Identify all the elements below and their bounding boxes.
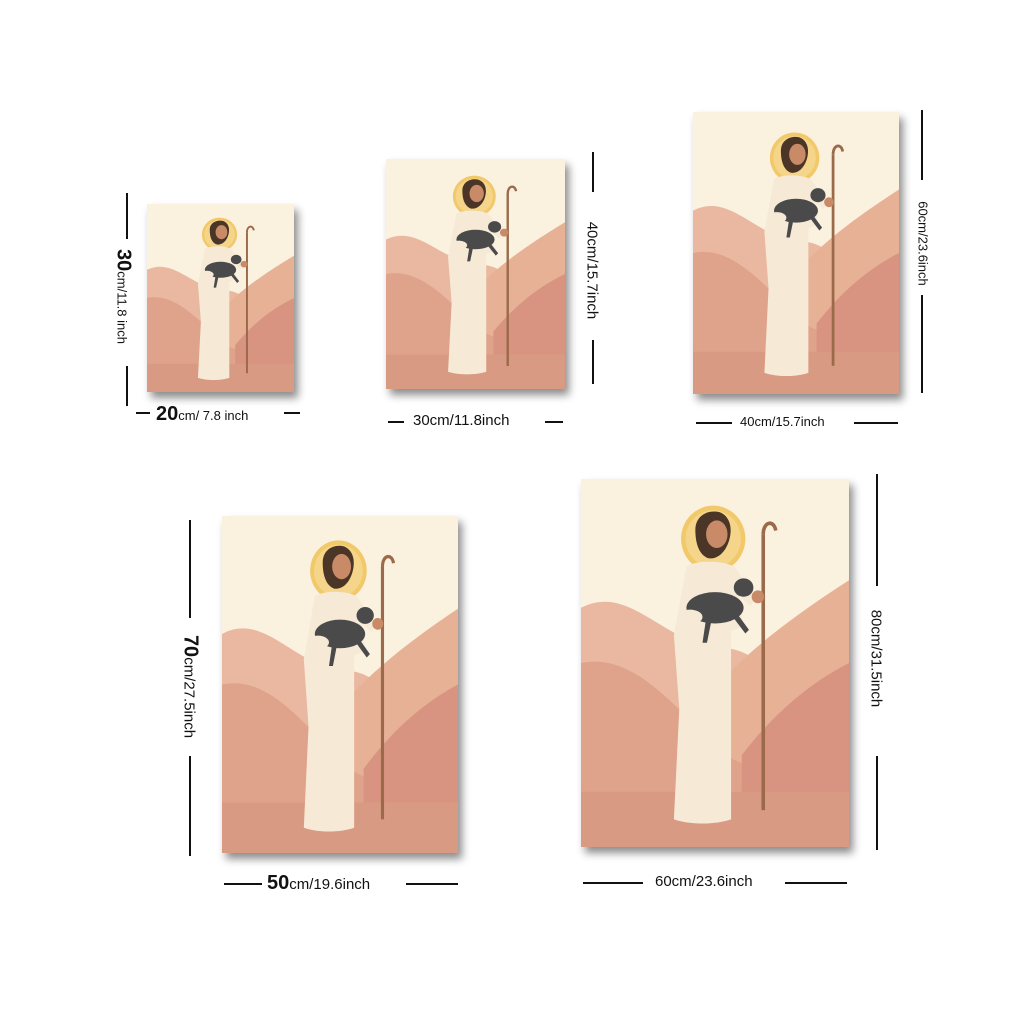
- height-label-20x30: 30cm/11.8 inch: [112, 249, 135, 344]
- height-label-50x70: 70cm/27.5inch: [179, 634, 202, 739]
- width-label-60x80: 60cm/23.6inch: [655, 873, 753, 890]
- height-line-top-40x60: [921, 110, 923, 180]
- width-label-40x60: 40cm/15.7inch: [740, 414, 825, 429]
- width-label-20x30: 20cm/ 7.8 inch: [156, 403, 249, 425]
- height-line-bottom-20x30: [126, 366, 128, 406]
- height-line-bottom-40x60: [921, 295, 923, 393]
- height-label-40x60: 60cm/23.6inch: [915, 201, 931, 286]
- height-line-top-30x40: [592, 152, 594, 192]
- shepherd-artwork: [693, 112, 899, 394]
- shepherd-artwork: [222, 516, 458, 853]
- canvas-print-20x30: [147, 204, 294, 392]
- shepherd-artwork: [386, 159, 565, 389]
- canvas-print-40x60: [693, 112, 899, 394]
- width-line-right-30x40: [545, 421, 563, 423]
- width-line-right-40x60: [854, 422, 898, 424]
- height-line-bottom-50x70: [189, 756, 191, 856]
- width-label-30x40: 30cm/11.8inch: [413, 412, 510, 429]
- height-line-top-60x80: [876, 474, 878, 586]
- width-line-left-40x60: [696, 422, 732, 424]
- shepherd-artwork: [147, 204, 294, 392]
- height-line-top-50x70: [189, 520, 191, 618]
- canvas-print-50x70: [222, 516, 458, 853]
- height-label-60x80: 80cm/31.5inch: [867, 609, 885, 708]
- shepherd-artwork: [581, 479, 849, 847]
- width-line-left-50x70: [224, 883, 262, 885]
- width-label-50x70: 50cm/19.6inch: [267, 872, 371, 894]
- height-line-bottom-30x40: [592, 340, 594, 384]
- width-line-right-20x30: [284, 412, 300, 414]
- width-line-right-50x70: [406, 883, 458, 885]
- width-line-left-30x40: [388, 421, 404, 423]
- width-line-left-60x80: [583, 882, 643, 884]
- width-line-right-60x80: [785, 882, 847, 884]
- canvas-print-60x80: [581, 479, 849, 847]
- width-line-left-20x30: [136, 412, 150, 414]
- height-line-bottom-60x80: [876, 756, 878, 850]
- height-label-30x40: 40cm/15.7inch: [583, 221, 601, 320]
- height-line-top-20x30: [126, 193, 128, 239]
- canvas-print-30x40: [386, 159, 565, 389]
